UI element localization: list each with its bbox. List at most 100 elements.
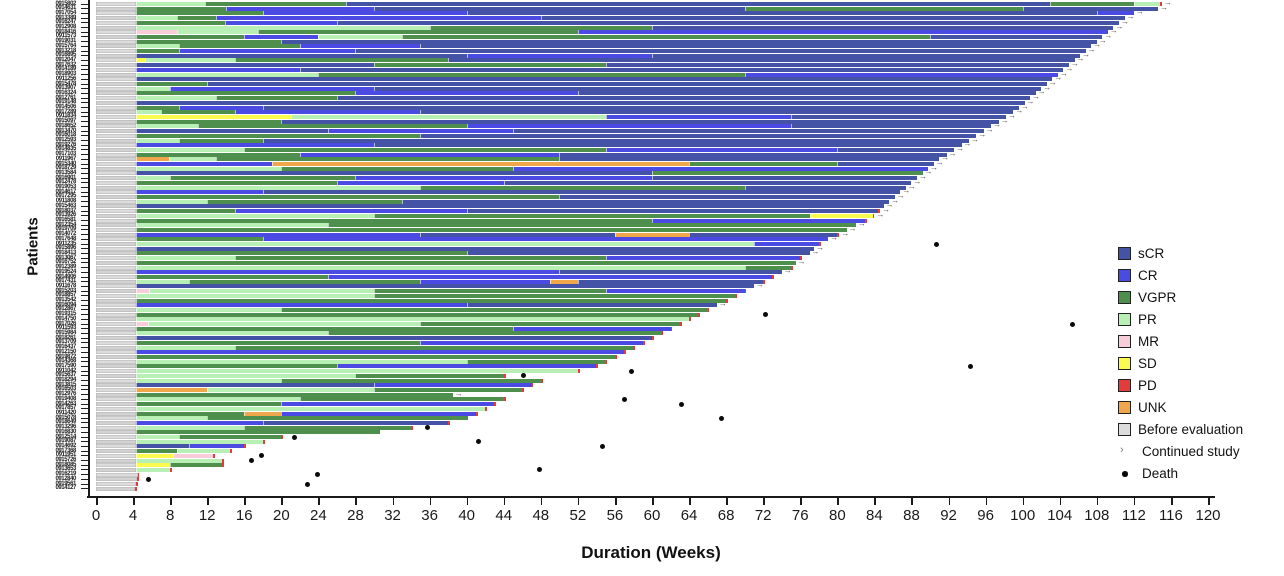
patient-tick <box>81 163 88 165</box>
segment-M <box>172 453 213 458</box>
patient-id-label: 0919315 <box>55 311 76 318</box>
patient-id-label: 0911808 <box>55 198 77 205</box>
segment-P <box>135 293 374 298</box>
segment-V <box>420 322 680 327</box>
x-tick-label: 80 <box>828 507 846 524</box>
legend-label: CR <box>1138 268 1158 283</box>
segment-B <box>96 378 136 383</box>
patient-id-label: 0916247 <box>55 19 76 26</box>
segment-C <box>355 91 578 96</box>
segment-B <box>96 213 136 218</box>
segment-V <box>135 218 652 223</box>
patient-id-label: 0917857 <box>55 405 76 412</box>
patient-id-label: 0919561 <box>55 480 76 487</box>
patient-tick <box>81 347 88 349</box>
continued-study-arrow-icon: → <box>1093 40 1102 50</box>
x-tick <box>540 497 543 505</box>
segment-V <box>135 364 337 369</box>
patient-id-label: 0918037 <box>55 207 76 214</box>
patient-id-label: 0917295 <box>55 193 76 200</box>
pd-end-tick <box>466 416 469 421</box>
segment-B <box>96 6 136 11</box>
segment-S <box>791 114 1006 119</box>
segment-V <box>135 411 245 416</box>
segment-B <box>96 345 136 350</box>
segment-U <box>135 157 170 162</box>
pd-end-tick <box>135 482 138 487</box>
patient-tick <box>81 55 88 57</box>
patient-tick <box>81 361 88 363</box>
x-tick-label: 16 <box>235 507 253 524</box>
x-tick <box>577 497 580 505</box>
segment-P <box>169 157 217 162</box>
pd-end-tick <box>262 439 265 444</box>
x-tick-label: 56 <box>606 507 624 524</box>
segment-S <box>930 34 1103 39</box>
segment-C <box>244 34 319 39</box>
segment-P <box>147 322 421 327</box>
pd-end-tick <box>763 279 765 284</box>
segment-B <box>96 284 136 289</box>
patient-id-label: 0914506 <box>55 104 76 111</box>
patient-tick <box>81 300 88 302</box>
continued-study-arrow-icon: → <box>1115 21 1124 31</box>
segment-V <box>374 387 523 392</box>
legend-label: sCR <box>1138 246 1165 261</box>
patient-tick <box>81 262 88 264</box>
segment-S <box>135 444 189 449</box>
patient-tick <box>81 398 88 400</box>
x-tick <box>911 497 914 505</box>
pd-end-tick <box>503 397 506 402</box>
patient-id-label: 0916901 <box>55 174 76 181</box>
x-tick <box>355 497 358 505</box>
segment-S <box>135 336 652 341</box>
segment-S <box>559 157 940 162</box>
continued-study-arrow-icon: → <box>913 176 922 186</box>
pd-end-tick <box>222 458 224 463</box>
patient-id-label: 0913296 <box>55 424 76 431</box>
patient-tick <box>81 413 88 414</box>
pd-end-tick <box>772 275 775 279</box>
x-tick <box>874 497 876 505</box>
segment-B <box>96 152 136 157</box>
x-tick <box>170 497 172 505</box>
segment-B <box>96 289 136 294</box>
patient-tick <box>81 121 88 123</box>
segment-V <box>216 157 560 162</box>
segment-S <box>336 96 1031 101</box>
patient-id-label: 0919276 <box>55 141 76 148</box>
patient-id-label: 0915078 <box>55 414 76 421</box>
continued-study-arrow-icon: → <box>783 266 792 276</box>
segment-B <box>96 392 136 397</box>
segment-V <box>355 373 504 378</box>
patient-tick <box>81 417 88 419</box>
patient-id-label: 0916219 <box>55 471 76 478</box>
segment-C <box>135 350 625 355</box>
segment-V <box>401 34 930 39</box>
continued-study-arrow-icon: → <box>718 299 727 309</box>
x-tick-label: 96 <box>977 507 994 524</box>
x-tick <box>392 497 395 505</box>
x-tick <box>1096 497 1099 505</box>
patient-tick <box>81 474 88 476</box>
patient-tick <box>81 370 88 372</box>
patient-tick <box>81 45 88 47</box>
segment-B <box>96 242 136 247</box>
legend-label: UNK <box>1138 400 1167 415</box>
x-tick <box>652 497 654 505</box>
segment-C <box>753 242 819 247</box>
patient-id-label: 0914617 <box>55 188 76 195</box>
segment-C <box>1096 11 1134 16</box>
segment-S <box>355 49 1086 54</box>
continued-study-arrow-icon: → <box>896 190 905 200</box>
segment-B <box>96 387 136 392</box>
continued-study-arrow-icon: → <box>876 209 885 219</box>
segment-B <box>96 430 136 435</box>
patient-tick <box>81 229 88 231</box>
x-axis-title: Duration (Weeks) <box>581 543 721 562</box>
patient-id-label: 0917289 <box>55 108 76 115</box>
x-tick <box>318 497 320 505</box>
segment-V <box>258 30 578 35</box>
segment-V <box>197 124 467 129</box>
continued-study-arrow-icon: → <box>891 195 900 205</box>
